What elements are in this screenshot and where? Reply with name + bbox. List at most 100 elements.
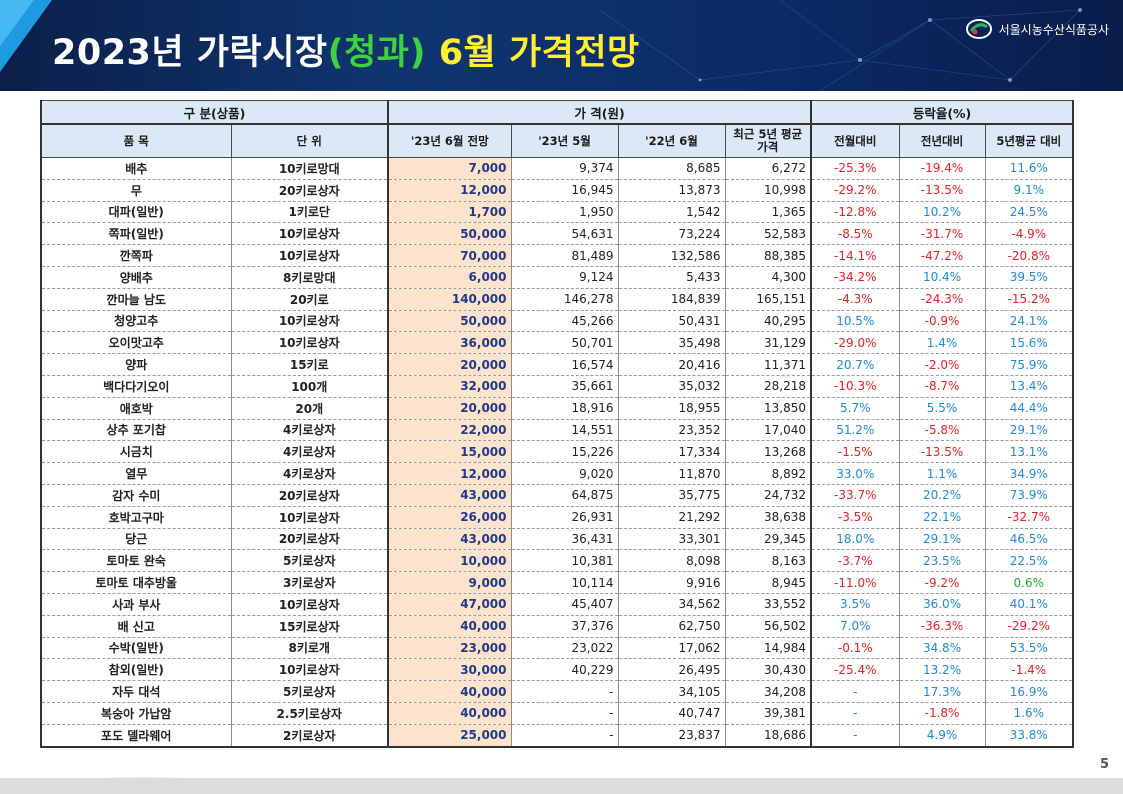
cell-avg5: 165,151 (724, 287, 813, 311)
cell-yoy: -0.9% (898, 309, 986, 333)
cell-name: 대파(일반) (40, 200, 232, 224)
cell-avg5: 30,430 (724, 658, 813, 682)
cell-vs5: 29.1% (984, 418, 1075, 442)
cell-vs5: 24.1% (984, 309, 1075, 333)
cell-yoy: -1.8% (898, 701, 986, 725)
cell-forecast: 26,000 (387, 505, 512, 529)
cell-jun22: 35,498 (617, 331, 726, 355)
cell-yoy: -24.3% (898, 287, 986, 311)
cell-jun22: 184,839 (617, 287, 726, 311)
cell-vs5: 16.9% (984, 680, 1075, 703)
cell-forecast: 43,000 (387, 527, 512, 551)
cell-jun22: 34,562 (617, 592, 726, 616)
cell-may23: - (510, 701, 619, 725)
cell-name: 배 신고 (40, 614, 232, 638)
cell-forecast: 7,000 (387, 157, 512, 180)
col-header-mom: 전월대비 (810, 123, 900, 158)
cell-forecast: 12,000 (387, 462, 512, 485)
cell-unit: 4키로상자 (230, 418, 389, 442)
price-forecast-table-container: 구 분(상품) 가 격(원) 등락율(%) 품 목 단 위 '23년 6월 전망… (40, 100, 1075, 748)
cell-may23: 146,278 (510, 287, 619, 311)
cell-name: 복숭아 가납암 (40, 701, 232, 725)
cell-avg5: 31,129 (724, 331, 813, 355)
cell-name: 당근 (40, 527, 232, 551)
cell-mom: 5.7% (810, 396, 900, 420)
cell-mom: - (810, 701, 900, 725)
cell-avg5: 4,300 (724, 265, 813, 289)
cell-avg5: 52,583 (724, 222, 813, 246)
cell-vs5: 33.8% (984, 723, 1075, 748)
cell-may23: - (510, 723, 619, 748)
cell-mom: -33.7% (810, 483, 900, 507)
cell-name: 깐마늘 남도 (40, 287, 232, 311)
org-logo: 서울시농수산식품공사 (965, 18, 1109, 40)
cell-may23: 50,701 (510, 331, 619, 355)
cell-jun22: 33,301 (617, 527, 726, 551)
table-row: 애호박 20개 20,000 18,916 18,955 13,850 5.7% 5.5% 44… (40, 396, 1075, 420)
price-forecast-table: 구 분(상품) 가 격(원) 등락율(%) 품 목 단 위 '23년 6월 전망… (40, 100, 1075, 748)
cell-forecast: 1,700 (387, 200, 512, 224)
cell-mom: 7.0% (810, 614, 900, 638)
cell-yoy: 13.2% (898, 658, 986, 682)
cell-unit: 15키로상자 (230, 614, 389, 638)
cell-mom: -14.1% (810, 244, 900, 267)
table-row: 배추 10키로망대 7,000 9,374 8,685 6,272 -25.3% -19.4%… (40, 157, 1075, 180)
cell-mom: -0.1% (810, 636, 900, 660)
cell-vs5: 44.4% (984, 396, 1075, 420)
cell-may23: 15,226 (510, 440, 619, 464)
cell-may23: - (510, 680, 619, 703)
cell-unit: 2키로상자 (230, 723, 389, 748)
cell-avg5: 56,502 (724, 614, 813, 638)
org-emblem-icon (965, 19, 992, 39)
cell-vs5: 39.5% (984, 265, 1075, 289)
cell-unit: 10키로상자 (230, 658, 389, 682)
cell-mom: -34.2% (810, 265, 900, 289)
page-title: 2023년 가락시장(청과) 6월 가격전망 (52, 24, 640, 75)
cell-mom: -25.3% (810, 157, 900, 180)
cell-unit: 15키로 (230, 353, 389, 376)
cell-unit: 20개 (230, 396, 389, 420)
cell-forecast: 23,000 (387, 636, 512, 660)
cell-mom: - (810, 723, 900, 748)
cell-jun22: 20,416 (617, 353, 726, 376)
cell-unit: 20키로상자 (230, 178, 389, 202)
title-main: 2023년 가락시장 (52, 33, 328, 73)
cell-forecast: 40,000 (387, 680, 512, 703)
cell-avg5: 40,295 (724, 309, 813, 333)
cell-may23: 45,407 (510, 592, 619, 616)
cell-mom: -29.2% (810, 178, 900, 202)
cell-jun22: 23,352 (617, 418, 726, 442)
cell-vs5: 53.5% (984, 636, 1075, 660)
cell-mom: -8.5% (810, 222, 900, 246)
cell-forecast: 20,000 (387, 353, 512, 376)
table-body: 배추 10키로망대 7,000 9,374 8,685 6,272 -25.3% -19.4%… (40, 157, 1075, 748)
table-row: 호박고구마 10키로상자 26,000 26,931 21,292 38,638 -3.5%… (40, 505, 1075, 529)
cell-yoy: -2.0% (898, 353, 986, 376)
table-row: 오이맛고추 10키로상자 36,000 50,701 35,498 31,129 -29.0… (40, 331, 1075, 355)
cell-jun22: 5,433 (617, 265, 726, 289)
cell-may23: 9,374 (510, 157, 619, 180)
cell-jun22: 40,747 (617, 701, 726, 725)
cell-yoy: 5.5% (898, 396, 986, 420)
cell-yoy: 1.1% (898, 462, 986, 485)
cell-forecast: 40,000 (387, 701, 512, 725)
cell-avg5: 28,218 (724, 374, 813, 398)
network-background (599, 0, 1082, 91)
cell-may23: 9,124 (510, 265, 619, 289)
cell-avg5: 17,040 (724, 418, 813, 442)
cell-name: 토마토 완숙 (40, 549, 232, 573)
cell-vs5: 73.9% (984, 483, 1075, 507)
cell-yoy: 4.9% (898, 723, 986, 748)
cell-forecast: 36,000 (387, 331, 512, 355)
table-row: 청양고추 10키로상자 50,000 45,266 50,431 40,295 10.5% -… (40, 309, 1075, 333)
cell-yoy: 10.2% (898, 200, 986, 224)
cell-forecast: 15,000 (387, 440, 512, 464)
cell-unit: 3키로상자 (230, 571, 389, 594)
cell-yoy: 1.4% (898, 331, 986, 355)
table-row: 배 신고 15키로상자 40,000 37,376 62,750 56,502 7.0% -3… (40, 614, 1075, 638)
cell-avg5: 14,984 (724, 636, 813, 660)
cell-avg5: 24,732 (724, 483, 813, 507)
cell-avg5: 18,686 (724, 723, 813, 748)
title-banner: 2023년 가락시장(청과) 6월 가격전망 서울시농수산식품공사 (0, 0, 1123, 91)
cell-jun22: 35,775 (617, 483, 726, 507)
